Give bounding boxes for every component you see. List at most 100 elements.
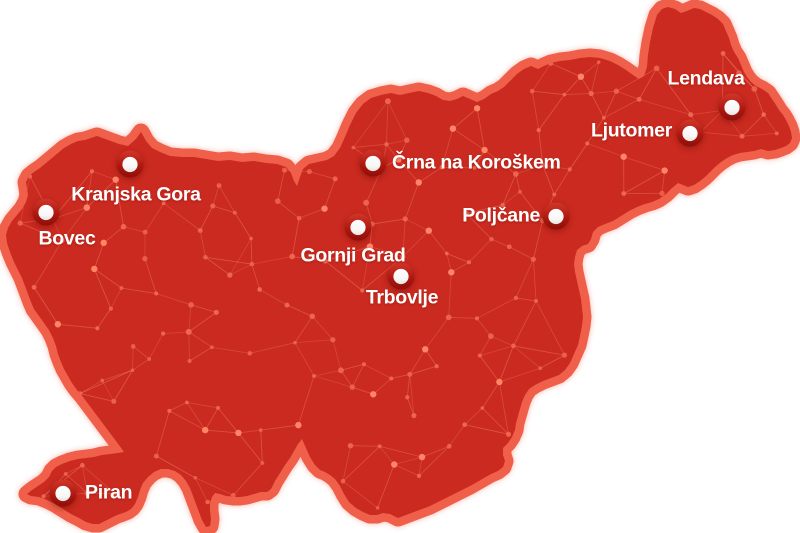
- city-marker-bovec[interactable]: [32, 198, 60, 226]
- marker-center: [122, 156, 138, 173]
- network-dot: [84, 490, 91, 496]
- network-dot: [530, 256, 536, 262]
- city-marker-lendava[interactable]: [718, 93, 746, 121]
- network-dot: [213, 309, 219, 315]
- network-line: [387, 101, 408, 141]
- network-line: [498, 381, 509, 435]
- network-line: [259, 289, 288, 306]
- city-marker-crna-na-koroskem[interactable]: [359, 149, 387, 177]
- network-dot: [474, 316, 480, 321]
- marker-center: [365, 155, 381, 172]
- network-dot: [340, 478, 346, 484]
- network-line: [212, 205, 235, 214]
- network-line: [132, 346, 150, 360]
- network-line: [232, 462, 263, 496]
- network-line: [394, 456, 423, 465]
- network-dot: [202, 426, 209, 434]
- network-dot: [377, 444, 382, 449]
- network-dot: [375, 506, 380, 510]
- city-marker-poljcane[interactable]: [542, 202, 570, 230]
- network-line: [311, 316, 334, 341]
- network-dot: [154, 291, 159, 296]
- network-dot: [31, 284, 37, 290]
- network-line: [479, 355, 500, 383]
- network-line: [446, 253, 452, 273]
- network-line: [188, 331, 213, 348]
- network-dot: [295, 421, 302, 429]
- city-marker-ljutomer[interactable]: [676, 119, 704, 147]
- network-line: [700, 131, 743, 137]
- network-line: [639, 98, 691, 116]
- network-dot: [449, 125, 457, 132]
- network-line: [93, 242, 105, 270]
- network-line: [590, 93, 605, 119]
- network-dot: [561, 352, 568, 358]
- network-line: [661, 170, 666, 194]
- network-dot: [405, 395, 410, 400]
- network-dot: [370, 391, 377, 398]
- network-dot: [472, 166, 477, 170]
- network-line: [452, 107, 478, 129]
- network-line: [409, 349, 426, 375]
- network-line: [738, 72, 755, 90]
- network-line: [186, 402, 206, 431]
- network-line: [309, 171, 336, 180]
- network-line: [123, 226, 146, 233]
- network-line: [132, 346, 134, 371]
- network-dot: [384, 142, 389, 147]
- network-line: [115, 179, 124, 227]
- network-dot: [232, 210, 237, 215]
- network-line: [398, 159, 420, 183]
- network-line: [342, 480, 378, 509]
- network-dot: [306, 169, 313, 175]
- network-dot: [322, 258, 328, 264]
- network-dot: [17, 220, 23, 226]
- network-line: [169, 410, 206, 431]
- network-dot: [59, 238, 65, 244]
- network-line: [372, 218, 406, 225]
- network-line: [509, 246, 534, 260]
- network-dot: [462, 422, 467, 428]
- city-marker-trbovlje[interactable]: [387, 262, 415, 290]
- network-dot: [281, 167, 288, 173]
- network-dot: [188, 301, 194, 308]
- network-dot: [249, 261, 255, 267]
- network-dot: [389, 376, 394, 381]
- network-line: [352, 386, 374, 395]
- network-dot: [361, 362, 367, 367]
- network-dot: [54, 321, 62, 328]
- network-line: [61, 207, 88, 242]
- city-marker-kranjska-gora[interactable]: [116, 150, 144, 178]
- city-marker-piran[interactable]: [49, 479, 77, 507]
- network-line: [33, 240, 63, 288]
- network-line: [286, 304, 313, 317]
- network-dot: [567, 167, 572, 172]
- network-dot: [480, 406, 485, 410]
- network-dot: [112, 176, 119, 183]
- network-line: [277, 170, 285, 202]
- network-dot: [293, 340, 297, 345]
- network-dot: [119, 285, 124, 291]
- network-dot: [210, 203, 216, 209]
- network-line: [190, 304, 217, 313]
- network-dot: [284, 302, 290, 308]
- network-line: [86, 179, 117, 208]
- network-line: [409, 374, 415, 416]
- network-dot: [391, 461, 398, 468]
- network-dot: [130, 368, 135, 372]
- network-dot: [227, 272, 233, 278]
- network-line: [513, 345, 541, 369]
- network-line: [603, 98, 640, 119]
- network-line: [113, 369, 133, 402]
- network-dot: [216, 405, 221, 410]
- network-line: [479, 345, 514, 356]
- network-line: [499, 367, 541, 383]
- network-dot: [153, 453, 159, 459]
- network-line: [742, 132, 777, 137]
- city-marker-gornji-grad[interactable]: [344, 213, 372, 241]
- network-line: [753, 88, 765, 115]
- network-dot: [247, 351, 253, 356]
- network-line: [205, 256, 231, 276]
- network-line: [484, 149, 517, 175]
- network-dot: [596, 60, 601, 64]
